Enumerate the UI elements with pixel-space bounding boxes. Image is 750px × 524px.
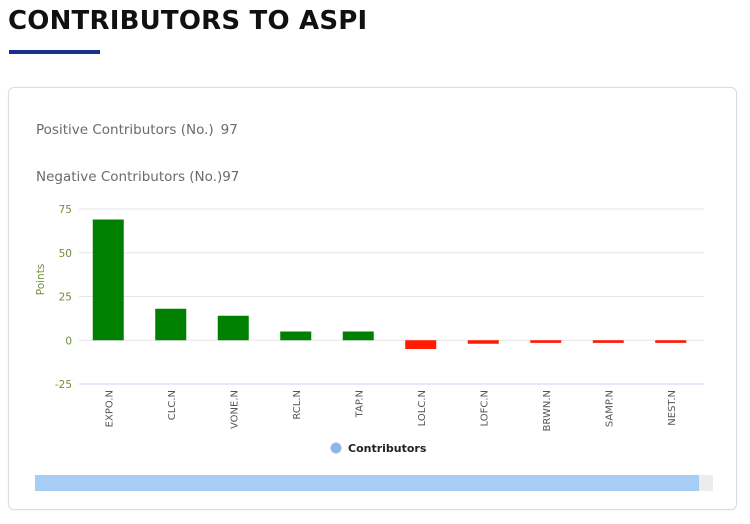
contributors-bar-chart: 75 50 25 0 -25 Points EXPO.N CLC.N VONE.N RCL.N TA… xyxy=(35,204,704,455)
bar-rcl-n xyxy=(280,331,312,341)
y-tick-label: -25 xyxy=(55,379,72,391)
bar-nest-n xyxy=(655,340,687,343)
x-tick-label: LOFC.N xyxy=(479,390,490,426)
bar-expo-n xyxy=(92,219,124,341)
negative-contributors-label: Negative Contributors (No.) xyxy=(36,169,223,185)
y-tick-label: 50 xyxy=(59,248,72,260)
x-tick-label: VONE.N xyxy=(229,390,240,429)
chart-scrollbar[interactable] xyxy=(35,475,713,491)
bar-brwn-n xyxy=(530,340,562,343)
y-tick-label: 25 xyxy=(59,292,72,304)
bar-samp-n xyxy=(592,340,624,343)
bar-tap-n xyxy=(342,331,374,341)
bar-clc-n xyxy=(155,308,187,341)
y-tick-label: 0 xyxy=(65,335,72,347)
title-underline xyxy=(9,50,100,54)
contributors-card: Positive Contributors (No.) 97 Negative C… xyxy=(8,87,737,510)
x-tick-label: LOLC.N xyxy=(417,390,428,426)
bar-lofc-n xyxy=(467,340,499,344)
x-tick-label: SAMP.N xyxy=(604,390,615,427)
x-tick-label: BRWN.N xyxy=(542,390,553,431)
x-tick-label: NEST.N xyxy=(667,390,678,426)
legend-label: Contributors xyxy=(348,442,427,455)
x-tick-label: EXPO.N xyxy=(104,390,115,427)
negative-contributors-stat: Negative Contributors (No.)97 xyxy=(36,169,239,185)
bar-lolc-n xyxy=(405,340,437,349)
y-axis-title: Points xyxy=(35,264,47,296)
positive-contributors-stat: Positive Contributors (No.) 97 xyxy=(36,122,238,138)
negative-contributors-value: 97 xyxy=(222,169,240,185)
positive-contributors-label: Positive Contributors (No.) xyxy=(36,122,214,138)
chart-scrollbar-thumb[interactable] xyxy=(35,475,700,491)
bar-vone-n xyxy=(217,315,249,341)
y-tick-label: 75 xyxy=(59,204,72,216)
x-tick-label: TAP.N xyxy=(354,390,365,418)
x-tick-label: CLC.N xyxy=(167,390,178,420)
x-tick-label: RCL.N xyxy=(292,390,303,420)
positive-contributors-value: 97 xyxy=(220,122,238,138)
legend-marker xyxy=(330,442,342,454)
page-title: CONTRIBUTORS TO ASPI xyxy=(8,6,368,36)
